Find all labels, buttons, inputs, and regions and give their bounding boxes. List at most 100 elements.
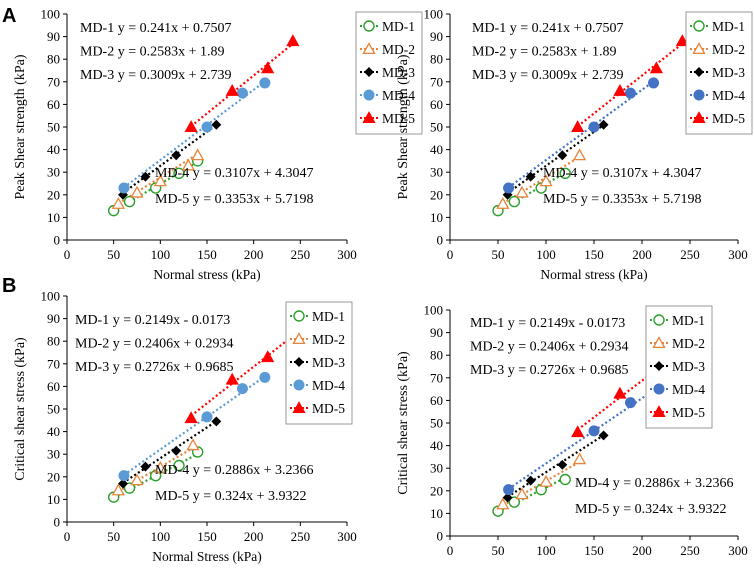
y-tick-label: 20 bbox=[430, 483, 443, 498]
y-tick-label: 90 bbox=[430, 29, 443, 44]
legend-label: MD-4 bbox=[672, 382, 705, 397]
x-tick-label: 100 bbox=[151, 529, 171, 544]
regression-equation: MD-4 y = 0.3107x + 4.3047 bbox=[155, 166, 314, 181]
x-tick-label: 250 bbox=[291, 529, 311, 544]
regression-equation: MD-5 y = 0.324x + 3.9322 bbox=[575, 502, 727, 517]
point-md-4 bbox=[236, 383, 248, 395]
legend-label: MD-5 bbox=[672, 405, 705, 420]
legend-marker-md-2 bbox=[692, 42, 706, 55]
point-md-4 bbox=[588, 121, 600, 133]
chart-B-left: 0 10 20 30 40 50 60 70 80 90 100 0 50 100 150 200 250 300… bbox=[13, 289, 357, 565]
y-tick-label: 10 bbox=[430, 506, 443, 521]
y-tick-label: 30 bbox=[430, 461, 443, 476]
regression-equation: MD-3 y = 0.2726x + 0.9685 bbox=[470, 363, 629, 378]
point-md-1 bbox=[508, 195, 521, 208]
regression-equation: MD-3 y = 0.2726x + 0.9685 bbox=[75, 360, 234, 375]
y-tick-label: 0 bbox=[54, 515, 61, 530]
regression-equation: MD-2 y = 0.2583x + 1.89 bbox=[80, 45, 225, 60]
legend: MD-1 MD-2 MD-3 MD-4 MD-5 bbox=[285, 301, 353, 425]
legend-label: MD-5 bbox=[312, 401, 345, 416]
trendline-md-3 bbox=[122, 124, 217, 194]
point-md-3 bbox=[557, 150, 568, 161]
point-md-2 bbox=[539, 474, 553, 487]
point-md-2 bbox=[130, 473, 144, 486]
y-tick-label: 30 bbox=[47, 447, 60, 462]
x-tick-label: 250 bbox=[680, 543, 700, 558]
x-tick-label: 300 bbox=[728, 247, 748, 262]
legend: MD-1 MD-2 MD-3 MD-4 MD-5 bbox=[685, 11, 753, 135]
point-md-2 bbox=[572, 452, 587, 465]
y-tick-label: 40 bbox=[430, 142, 443, 157]
x-tick-label: 100 bbox=[536, 543, 556, 558]
trendline-md-2 bbox=[502, 155, 581, 205]
x-tick-label: 200 bbox=[632, 247, 652, 262]
legend-label: MD-3 bbox=[712, 65, 745, 80]
y-tick-label: 40 bbox=[47, 424, 60, 439]
point-md-3 bbox=[598, 430, 609, 441]
y-tick-label: 100 bbox=[424, 7, 444, 22]
y-tick-label: 60 bbox=[47, 97, 60, 112]
x-tick-label: 300 bbox=[337, 247, 357, 262]
y-tick-label: 60 bbox=[47, 379, 60, 394]
panel-label-a: A bbox=[2, 5, 16, 27]
regression-equation: MD-2 y = 0.2583x + 1.89 bbox=[472, 45, 617, 60]
y-tick-label: 80 bbox=[47, 334, 60, 349]
point-md-2 bbox=[515, 185, 529, 198]
trendline-md-1 bbox=[497, 171, 566, 213]
trendline-md-4 bbox=[123, 375, 266, 476]
point-md-4 bbox=[259, 371, 271, 383]
regression-equation: MD-4 y = 0.3107x + 4.3047 bbox=[543, 166, 702, 181]
point-md-3 bbox=[140, 461, 151, 472]
trendline-md-4 bbox=[507, 80, 655, 189]
legend-marker-md-5 bbox=[652, 405, 666, 418]
y-tick-label: 40 bbox=[430, 438, 443, 453]
legend-box bbox=[285, 301, 353, 425]
x-tick-label: 150 bbox=[197, 529, 217, 544]
legend-label: MD-5 bbox=[712, 111, 745, 126]
legend-label: MD-2 bbox=[672, 336, 705, 351]
point-md-2 bbox=[572, 148, 587, 161]
legend-label: MD-4 bbox=[312, 378, 345, 393]
x-tick-label: 0 bbox=[64, 247, 71, 262]
trendline-md-3 bbox=[122, 420, 217, 484]
point-md-4 bbox=[503, 484, 515, 496]
regression-equation: MD-5 y = 0.3353x + 5.7198 bbox=[155, 192, 314, 207]
point-md-4 bbox=[118, 182, 130, 194]
x-tick-label: 200 bbox=[244, 247, 264, 262]
regression-equation: MD-1 y = 0.2149x - 0.0173 bbox=[470, 316, 625, 331]
legend-marker-md-1 bbox=[293, 310, 305, 322]
y-tick-label: 80 bbox=[47, 52, 60, 67]
legend: MD-1 MD-2 MD-3 MD-4 MD-5 bbox=[645, 305, 713, 429]
point-md-4 bbox=[259, 77, 271, 89]
point-md-5 bbox=[225, 372, 239, 385]
y-tick-label: 20 bbox=[430, 187, 443, 202]
y-tick-label: 50 bbox=[47, 120, 60, 135]
y-tick-label: 0 bbox=[437, 529, 444, 544]
legend-marker-md-4 bbox=[363, 89, 375, 101]
point-md-1 bbox=[559, 473, 571, 486]
point-md-4 bbox=[588, 425, 600, 437]
point-md-5 bbox=[613, 84, 627, 96]
point-md-5 bbox=[649, 61, 664, 74]
point-md-5 bbox=[286, 34, 300, 47]
point-md-1 bbox=[173, 459, 185, 472]
legend-marker-md-3 bbox=[364, 67, 374, 77]
point-md-2 bbox=[539, 174, 553, 187]
point-md-4 bbox=[118, 470, 130, 482]
regression-equation: MD-1 y = 0.241x + 0.7507 bbox=[472, 21, 624, 36]
point-md-5 bbox=[613, 386, 627, 399]
x-tick-label: 300 bbox=[728, 543, 748, 558]
point-md-5 bbox=[571, 425, 585, 438]
point-md-4 bbox=[624, 87, 636, 99]
x-tick-label: 300 bbox=[337, 529, 357, 544]
legend-marker-md-3 bbox=[654, 361, 664, 371]
point-md-3 bbox=[557, 459, 568, 470]
x-tick-label: 150 bbox=[584, 247, 604, 262]
x-tick-label: 50 bbox=[492, 247, 505, 262]
x-tick-label: 200 bbox=[244, 529, 264, 544]
y-tick-label: 100 bbox=[424, 303, 444, 318]
regression-equation: MD-1 y = 0.241x + 0.7507 bbox=[80, 21, 232, 36]
y-tick-label: 50 bbox=[430, 416, 443, 431]
trendline-md-3 bbox=[506, 124, 605, 194]
